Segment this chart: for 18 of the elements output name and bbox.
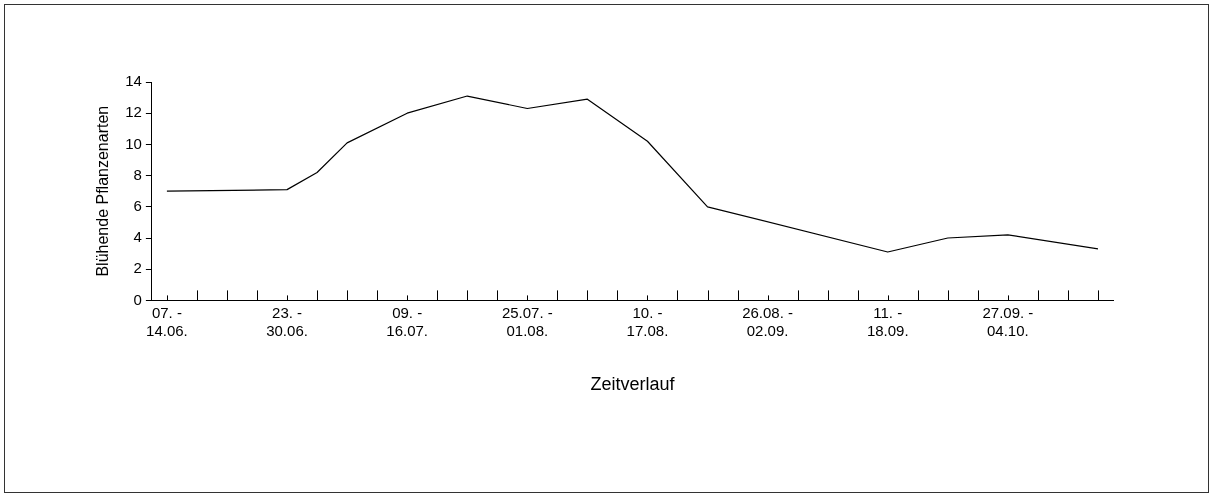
y-tick-label: 4 [133, 228, 142, 246]
x-tick-label: 23. - 30.06. [266, 303, 308, 339]
x-tick-label: 11. - 18.09. [866, 303, 909, 339]
y-tick-label: 14 [125, 72, 142, 90]
x-tick-label: 26.08. - 02.09. [742, 303, 794, 339]
y-tick-label: 12 [125, 103, 142, 121]
x-tick-label: 10. - 17.08. [626, 303, 669, 339]
x-tick-label: 27.09. - 04.10. [982, 303, 1034, 339]
y-tick-label: 8 [133, 165, 142, 183]
x-tick-label: 09. - 16.07. [386, 303, 429, 339]
x-tick-label: 25.07. - 01.08. [501, 303, 553, 339]
y-tick-label: 0 [133, 290, 142, 308]
x-tick-label: 07. - 14.06. [146, 303, 188, 339]
y-axis-title: Blühende Pflanzenarten [94, 105, 112, 277]
y-tick-label: 2 [133, 259, 142, 277]
y-tick-label: 6 [133, 196, 142, 214]
y-tick-label: 10 [125, 134, 142, 152]
x-axis-title: Zeitverlauf [590, 374, 676, 395]
